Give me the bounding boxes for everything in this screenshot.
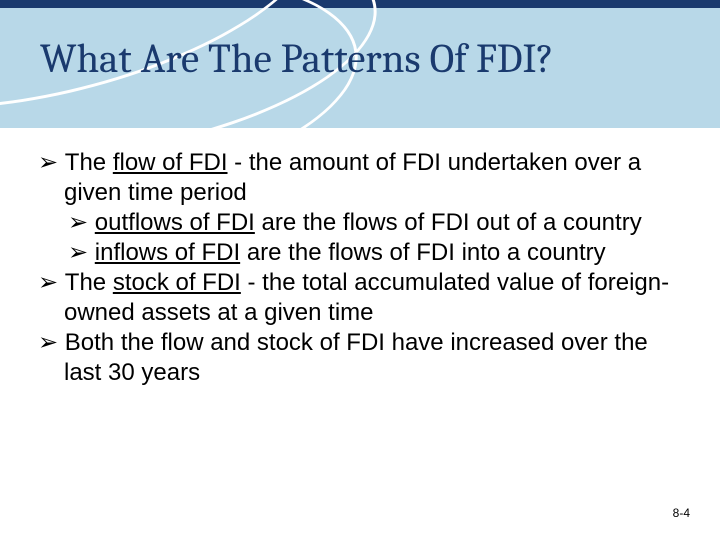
page-number: 8-4: [673, 506, 690, 520]
bullet-level1: ➢ The stock of FDI - the total accumulat…: [38, 268, 682, 328]
bullet-level1: ➢ The flow of FDI - the amount of FDI un…: [38, 148, 682, 208]
bullet-arrow-icon: ➢: [68, 239, 95, 266]
slide-title: What Are The Patterns Of FDI?: [40, 36, 554, 83]
bullet-level1: ➢ Both the flow and stock of FDI have in…: [38, 328, 682, 388]
bullet-arrow-icon: ➢: [38, 269, 65, 296]
bullet-text: The: [65, 269, 113, 296]
bullet-level2: ➢ outflows of FDI are the flows of FDI o…: [38, 208, 682, 238]
bullet-arrow-icon: ➢: [68, 209, 95, 236]
bullet-underline: inflows of FDI: [95, 239, 240, 266]
bullet-level2: ➢ inflows of FDI are the flows of FDI in…: [38, 238, 682, 268]
slide-body: ➢ The flow of FDI - the amount of FDI un…: [38, 148, 682, 388]
bullet-underline: stock of FDI: [113, 269, 241, 296]
bullet-underline: flow of FDI: [113, 149, 228, 176]
bullet-arrow-icon: ➢: [38, 329, 65, 356]
bullet-text: The: [65, 149, 113, 176]
bullet-text: are the flows of FDI into a country: [240, 239, 606, 266]
bullet-underline: outflows of FDI: [95, 209, 255, 236]
bullet-arrow-icon: ➢: [38, 149, 65, 176]
bullet-text: are the flows of FDI out of a country: [255, 209, 642, 236]
bullet-text: Both the flow and stock of FDI have incr…: [64, 329, 648, 386]
